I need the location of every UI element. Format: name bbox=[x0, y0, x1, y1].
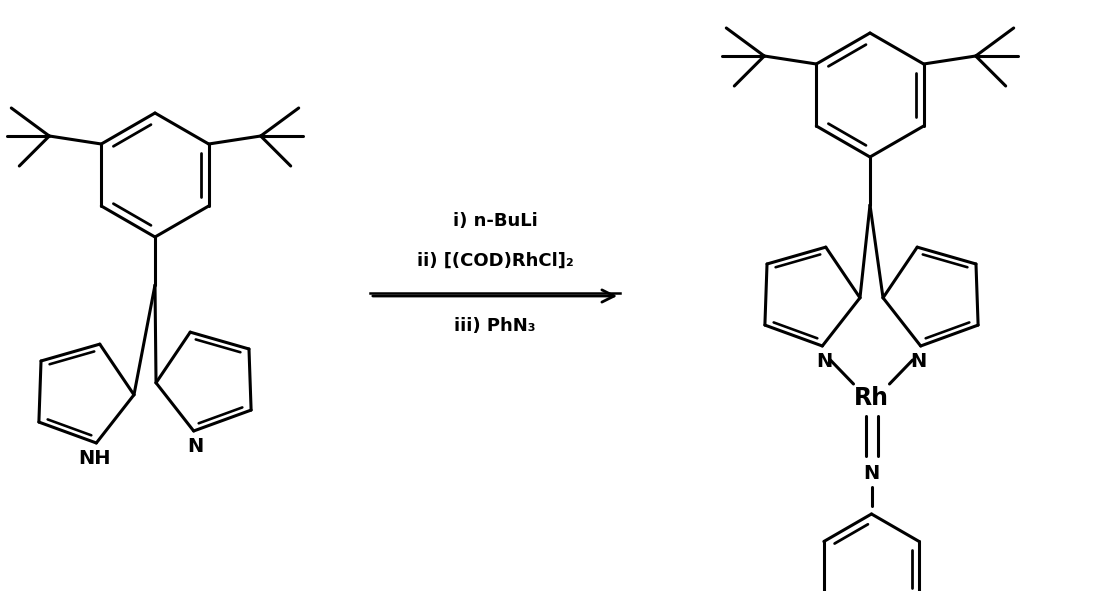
Text: N: N bbox=[188, 437, 204, 456]
Text: ii) [(COD)RhCl]₂: ii) [(COD)RhCl]₂ bbox=[416, 252, 574, 270]
Text: NH: NH bbox=[78, 450, 111, 469]
Text: iii) PhN₃: iii) PhN₃ bbox=[454, 317, 536, 335]
Text: Rh: Rh bbox=[854, 386, 889, 410]
Text: N: N bbox=[816, 352, 832, 372]
Text: N: N bbox=[910, 352, 927, 372]
Text: i) n-BuLi: i) n-BuLi bbox=[453, 212, 537, 230]
Text: N: N bbox=[864, 465, 879, 483]
